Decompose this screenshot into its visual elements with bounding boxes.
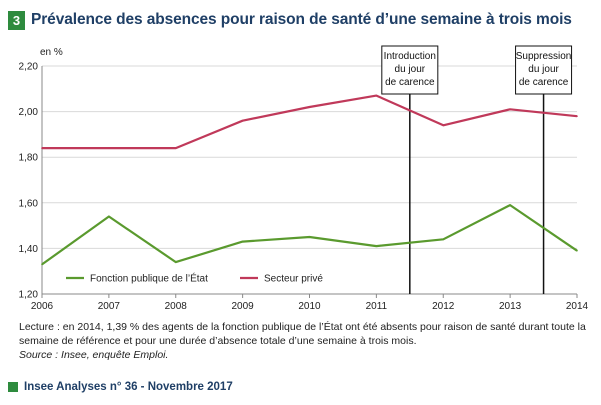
data-point <box>108 147 110 149</box>
footer: Insee Analyses n° 36 - Novembre 2017 <box>8 381 233 393</box>
annotation-box-1 <box>515 45 573 95</box>
data-point <box>509 108 511 111</box>
footer-square-icon <box>8 382 18 392</box>
x-tick-label: 2013 <box>499 301 522 312</box>
data-point <box>241 119 244 122</box>
x-tick-label: 2010 <box>298 301 321 312</box>
y-tick-label: 1,60 <box>19 198 39 209</box>
data-point <box>41 147 43 149</box>
footer-text: Insee Analyses n° 36 - Novembre 2017 <box>24 381 233 393</box>
annotation-text: Suppression <box>516 51 572 62</box>
annotation-text: de carence <box>385 77 435 88</box>
annotation-text: du jour <box>528 64 559 75</box>
data-point <box>509 204 511 206</box>
figure-number-badge: 3 <box>8 10 25 30</box>
grid <box>41 65 577 295</box>
y-tick-label: 1,80 <box>19 153 39 164</box>
data-point <box>174 147 177 149</box>
y-tick-label: 2,20 <box>19 62 39 73</box>
data-point <box>308 106 311 108</box>
y-tick-label: 1,40 <box>19 244 39 255</box>
annotation-text: de carence <box>519 77 569 88</box>
x-tick-label: 2007 <box>98 301 121 312</box>
data-point <box>375 94 378 97</box>
x-tick-label: 2006 <box>31 301 54 312</box>
data-point <box>576 249 578 252</box>
data-point <box>241 240 244 243</box>
legend-label-1: Secteur privé <box>264 274 323 285</box>
annotation-text: Introduction <box>384 51 436 62</box>
series-lines <box>41 94 578 266</box>
data-point <box>308 236 311 238</box>
x-axis-ticks: 2006 2007 2008 2009 2010 2011 2012 2013 2014 <box>31 294 589 312</box>
annotation-text: du jour <box>395 64 426 75</box>
data-point <box>442 238 445 241</box>
title-row: 3 Prévalence des absences pour raison de… <box>8 9 572 31</box>
x-tick-label: 2014 <box>566 301 589 312</box>
caption: Lecture : en 2014, 1,39 % des agents de … <box>19 320 594 362</box>
y-axis-ticks: 1,20 1,40 1,60 1,80 2,00 2,20 <box>19 62 39 301</box>
annotations: Introduction du jour de carence Suppression… <box>381 45 573 294</box>
x-tick-label: 2008 <box>165 301 188 312</box>
series-line-0 <box>41 204 578 266</box>
legend: Fonction publique de l’État Secteur privé <box>66 272 323 285</box>
annotation-box-0 <box>381 45 439 95</box>
x-tick-label: 2009 <box>232 301 255 312</box>
data-point <box>174 261 177 263</box>
data-point <box>108 215 110 218</box>
data-point <box>375 245 378 247</box>
y-tick-label: 2,00 <box>19 107 39 118</box>
x-tick-label: 2011 <box>366 301 388 312</box>
chart-title: Prévalence des absences pour raison de s… <box>31 11 572 28</box>
x-tick-label: 2012 <box>432 301 455 312</box>
source-text: Source : Insee, enquête Emploi. <box>19 349 169 361</box>
data-point <box>41 263 43 266</box>
lecture-text: Lecture : en 2014, 1,39 % des agents de … <box>19 321 586 347</box>
data-point <box>442 124 445 127</box>
legend-label-0: Fonction publique de l’État <box>90 272 208 285</box>
y-tick-label: 1,20 <box>19 290 39 301</box>
data-point <box>576 115 578 117</box>
series-line-1 <box>42 94 578 150</box>
y-unit-label: en % <box>40 47 63 58</box>
